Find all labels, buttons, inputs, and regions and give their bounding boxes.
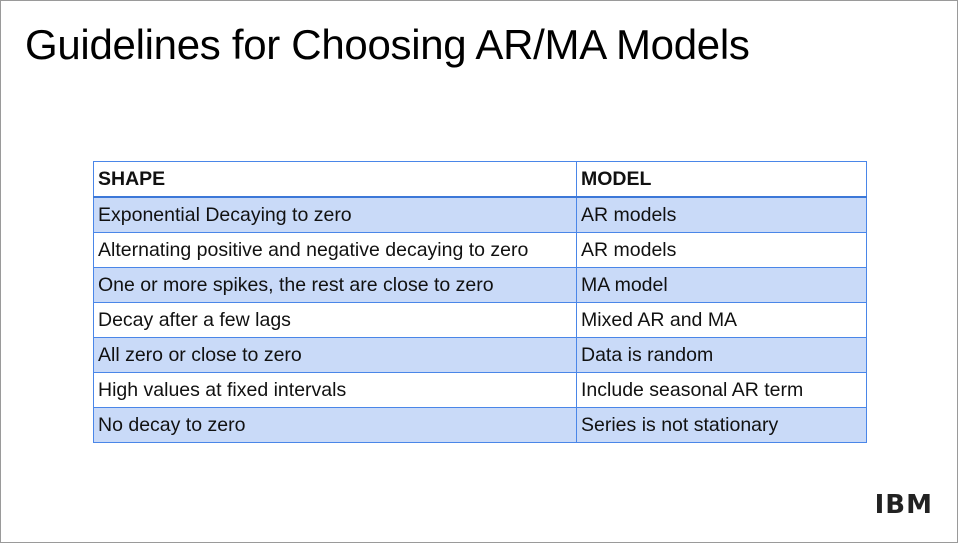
header-cell: MODEL <box>576 161 867 198</box>
table-cell: AR models <box>576 232 867 268</box>
table-cell: High values at fixed intervals <box>93 372 577 408</box>
table-cell: All zero or close to zero <box>93 337 577 373</box>
table-cell: Include seasonal AR term <box>576 372 867 408</box>
table-cell: Alternating positive and negative decayi… <box>93 232 577 268</box>
guidelines-table: SHAPE MODEL Exponential Decaying to zero A… <box>93 161 867 443</box>
slide-title: Guidelines for Choosing AR/MA Models <box>25 21 750 68</box>
table-row: Alternating positive and negative decayi… <box>93 232 867 268</box>
header-cell: SHAPE <box>93 161 577 198</box>
table-cell: Decay after a few lags <box>93 302 577 338</box>
table-cell: Mixed AR and MA <box>576 302 867 338</box>
table-cell: Exponential Decaying to zero <box>93 196 577 233</box>
table-cell: One or more spikes, the rest are close t… <box>93 267 577 303</box>
table-head: SHAPE MODEL <box>93 161 867 198</box>
table-cell: AR models <box>576 196 867 233</box>
table-cell: MA model <box>576 267 867 303</box>
table-row: No decay to zero Series is not stationary <box>93 407 867 443</box>
table-body: Exponential Decaying to zero AR models Alt… <box>93 196 867 443</box>
table-cell: No decay to zero <box>93 407 577 443</box>
logo: IBM <box>874 490 933 520</box>
table-row: One or more spikes, the rest are close t… <box>93 267 867 303</box>
table-cell: Data is random <box>576 337 867 373</box>
table-cell: Series is not stationary <box>576 407 867 443</box>
table-row: Exponential Decaying to zero AR models <box>93 196 867 233</box>
header-row: SHAPE MODEL <box>93 161 867 198</box>
table-row: All zero or close to zero Data is random <box>93 337 867 373</box>
table-row: Decay after a few lags Mixed AR and MA <box>93 302 867 338</box>
table-row: High values at fixed intervals Include se… <box>93 372 867 408</box>
